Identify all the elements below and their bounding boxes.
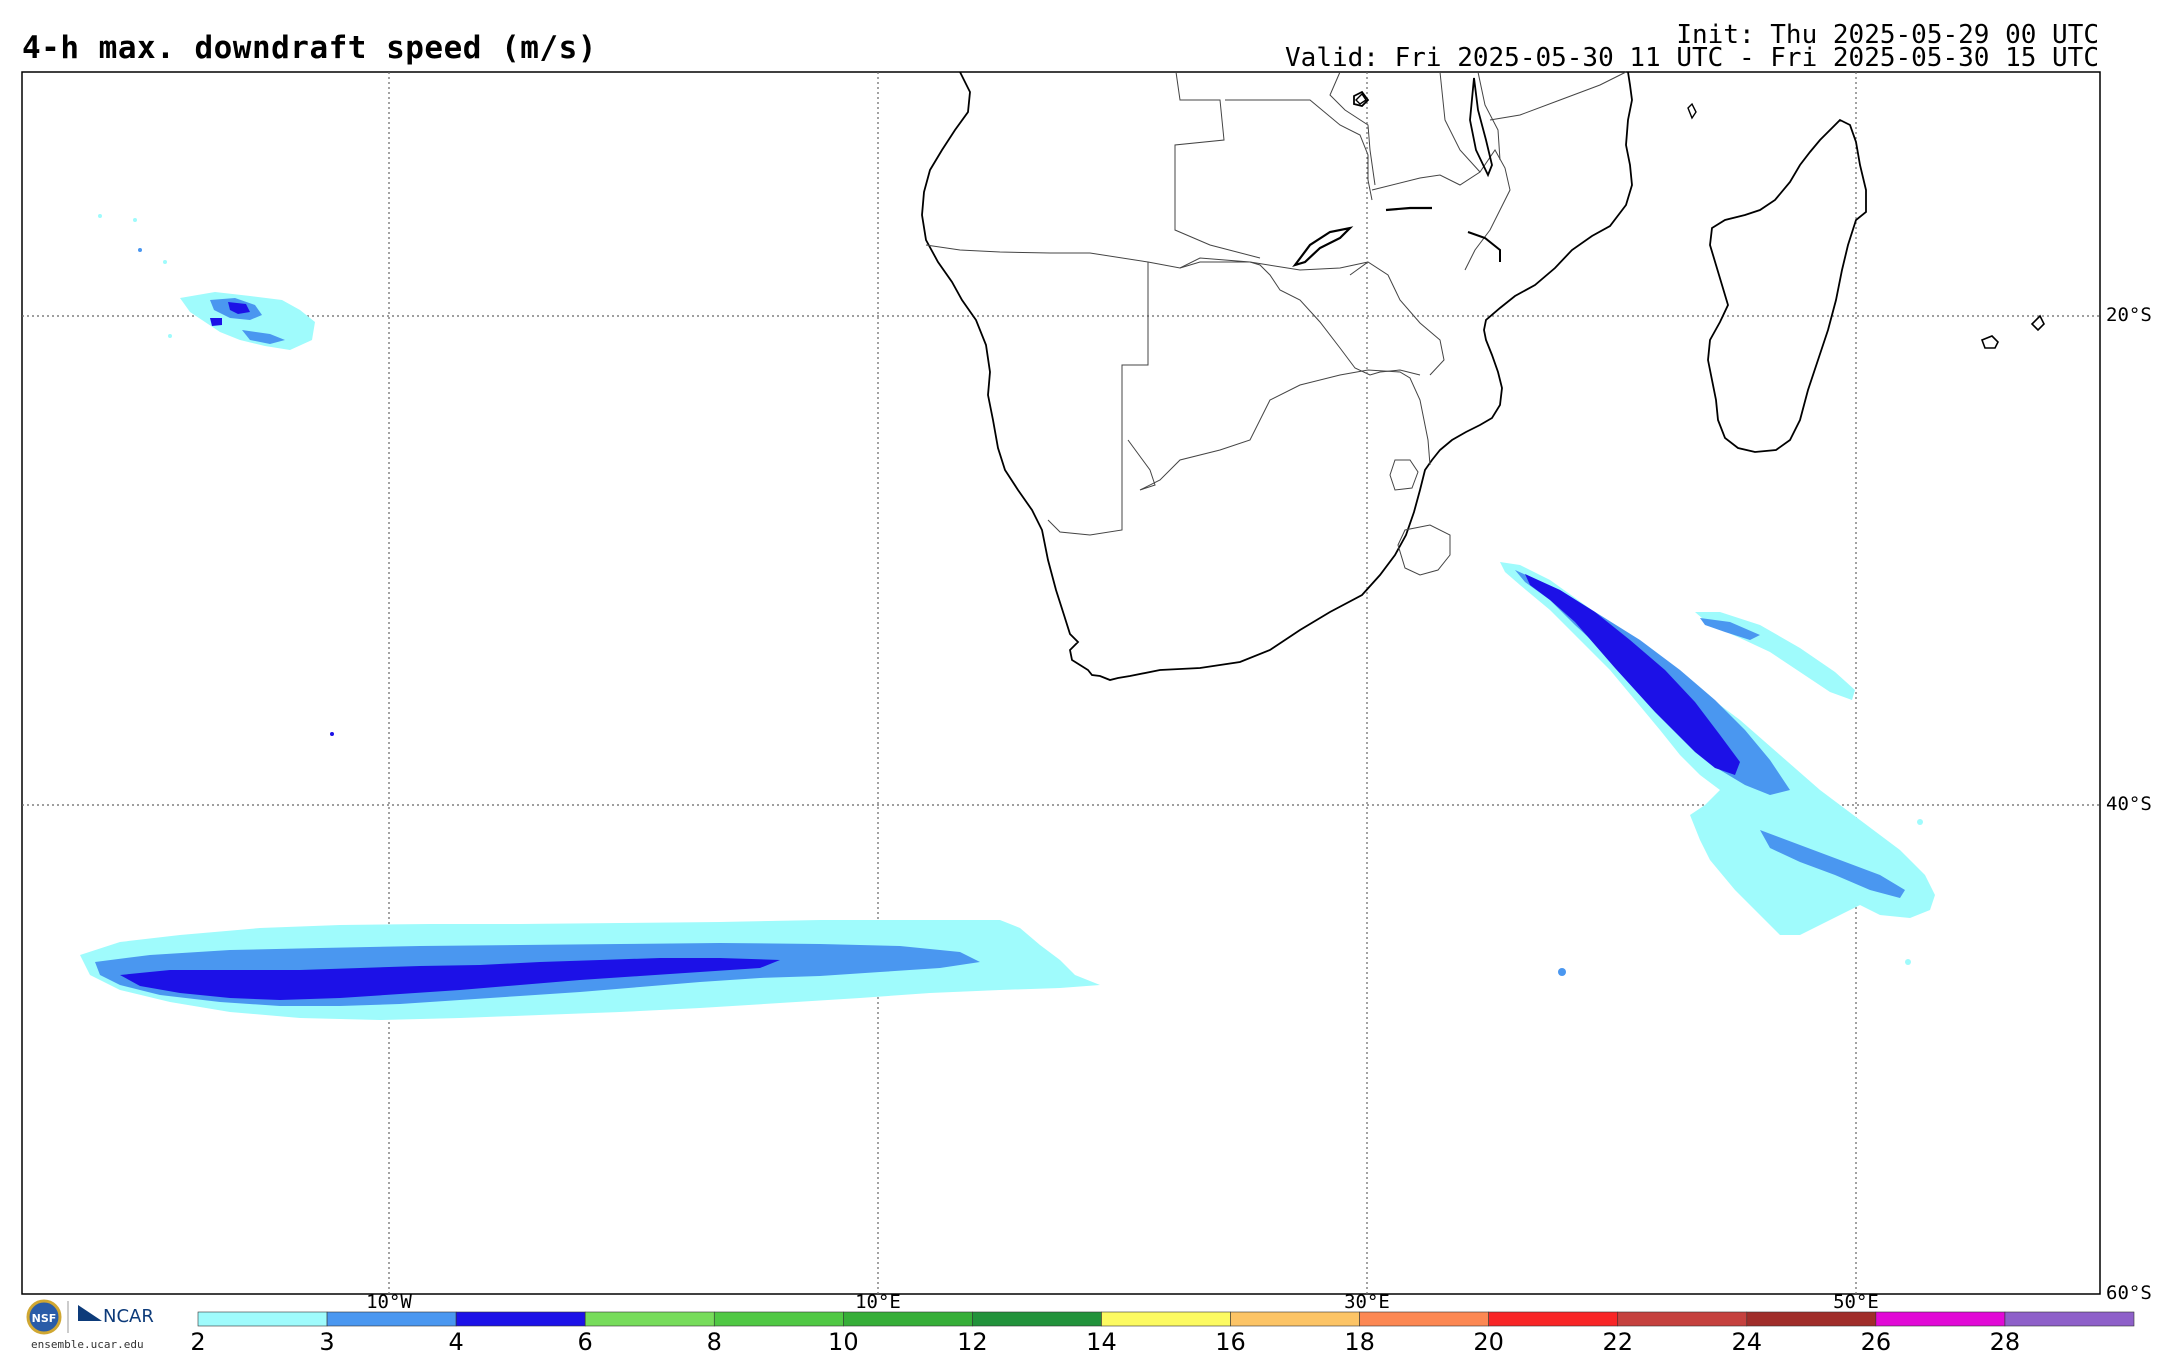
colorbar-tick-label: 8 — [706, 1328, 722, 1356]
lake-malawi — [1469, 77, 1493, 178]
country-borders — [925, 71, 1627, 576]
downdraft-indian-band — [1500, 562, 1935, 935]
colorbar-tick-label: 22 — [1602, 1328, 1633, 1356]
colorbar-tick-label: 12 — [957, 1328, 988, 1356]
colorbar-tick-label: 18 — [1344, 1328, 1375, 1356]
ncar-mark-icon — [78, 1305, 102, 1321]
colorbar-swatch — [584, 1311, 715, 1327]
indian-south-streak — [1760, 830, 1905, 898]
colorbar-swatch — [197, 1311, 328, 1327]
colorbar-tick-label: 26 — [1860, 1328, 1892, 1356]
colorbar-tick-label: 20 — [1473, 1328, 1504, 1356]
lon-label-10e: 10°E — [855, 1291, 901, 1313]
map-title: 4-h max. downdraft speed (m/s) — [22, 30, 597, 66]
init-time: Init: Thu 2025-05-29 00 UTC — [1676, 20, 2099, 50]
lake-kariba — [1292, 226, 1354, 268]
ncar-logo: NSF — [26, 1299, 102, 1335]
mauritius-island — [2030, 314, 2045, 332]
indian-east-streak-mid — [1700, 618, 1760, 640]
lat-label-20s: 20°S — [2106, 304, 2152, 326]
colorbar-swatch — [1359, 1311, 1489, 1327]
colorbar-tick-label: 28 — [1989, 1328, 2021, 1356]
lon-label-30e: 30°E — [1344, 1291, 1390, 1313]
colorbar-swatch — [2004, 1311, 2135, 1327]
lake-tanganyika-tail — [1385, 206, 1432, 212]
colorbar-tick-label: 14 — [1086, 1328, 1117, 1356]
colorbar-tick-label: 2 — [190, 1328, 206, 1356]
colorbar-tick-label: 4 — [448, 1328, 464, 1356]
colorbar-swatch — [1746, 1311, 1877, 1327]
colorbar-swatch — [1101, 1311, 1231, 1327]
colorbar — [197, 1311, 2135, 1327]
lat-label-60s: 60°S — [2106, 1282, 2152, 1304]
downdraft-northwest-cells — [98, 214, 1923, 976]
indian-band-dark — [1525, 574, 1740, 775]
nsf-seal-text: NSF — [32, 1312, 57, 1325]
lon-label-10w: 10°W — [366, 1291, 412, 1313]
cahora-bassa — [1467, 231, 1501, 262]
lake-victoria-edge — [1353, 90, 1370, 107]
valid-time: Valid: Fri 2025-05-30 11 UTC - Fri 2025-… — [1285, 43, 2099, 73]
colorbar-tick-label: 16 — [1215, 1328, 1246, 1356]
logo-caption: ensemble.ucar.edu — [31, 1338, 144, 1351]
colorbar-tick-label: 3 — [319, 1328, 335, 1356]
downdraft-atlantic-band — [80, 920, 1100, 1020]
lake-victoria-small — [1355, 92, 1367, 105]
reunion-island — [1980, 335, 1999, 349]
colorbar-swatch — [1875, 1311, 2006, 1327]
lat-label-40s: 40°S — [2106, 793, 2152, 815]
map-frame — [21, 71, 2101, 1295]
colorbar-tick-label: 10 — [828, 1328, 859, 1356]
colorbar-swatch — [326, 1311, 457, 1327]
comoros-island — [1687, 102, 1697, 120]
colorbar-swatch — [713, 1311, 844, 1327]
nsf-seal-icon — [26, 1299, 62, 1335]
madagascar — [1707, 118, 1867, 453]
colorbar-swatch — [455, 1311, 586, 1327]
colorbar-tick-label: 24 — [1731, 1328, 1763, 1356]
ncar-org: NCAR — [103, 1306, 154, 1327]
atlantic-band-dark — [120, 958, 780, 1000]
africa-coastline — [921, 71, 1633, 681]
colorbar-tick-label: 6 — [577, 1328, 593, 1356]
colorbar-swatch — [1230, 1311, 1360, 1327]
colorbar-swatch — [843, 1311, 973, 1327]
colorbar-swatch — [1488, 1311, 1619, 1327]
lon-label-50e: 50°E — [1833, 1291, 1879, 1313]
colorbar-swatch — [972, 1311, 1102, 1327]
colorbar-swatch — [1617, 1311, 1748, 1327]
